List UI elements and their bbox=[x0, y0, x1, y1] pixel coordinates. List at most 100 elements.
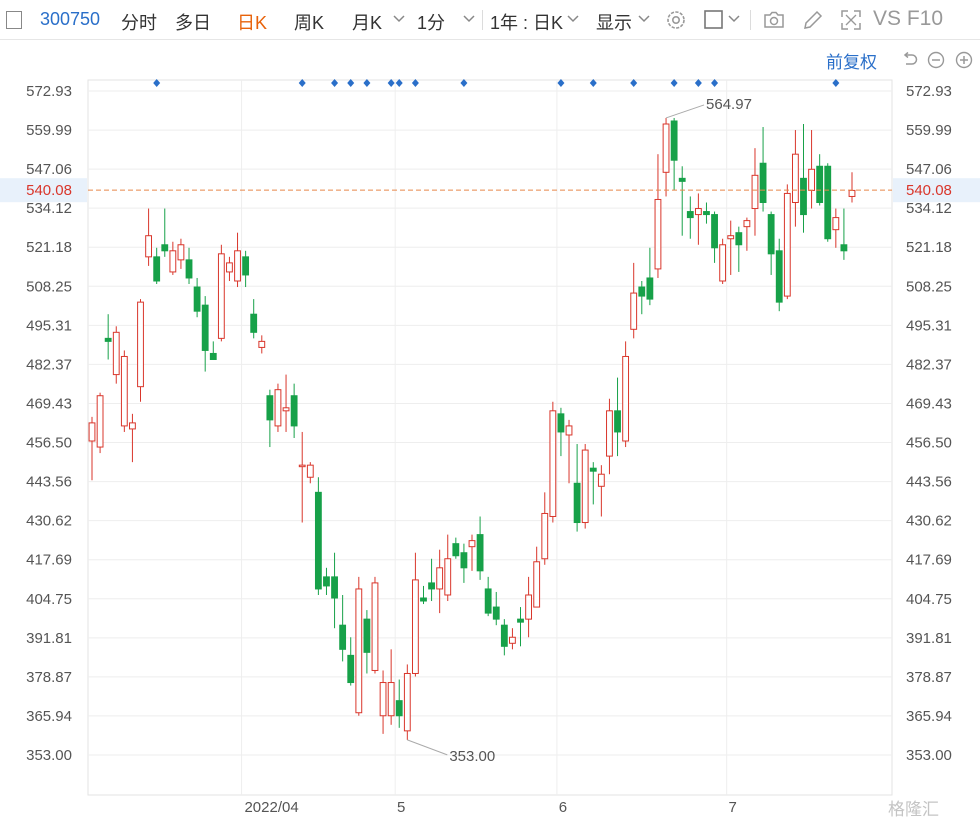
toolbar-divider bbox=[750, 10, 751, 30]
candle-body bbox=[169, 250, 177, 273]
candle-body bbox=[509, 636, 516, 644]
candle-body bbox=[500, 624, 508, 647]
candle-body bbox=[743, 220, 751, 228]
min-annotation-leader bbox=[407, 739, 448, 756]
y-tick-label-right: 353.00 bbox=[906, 747, 952, 764]
y-tick-label-right: 417.69 bbox=[906, 552, 952, 569]
candle-body bbox=[323, 576, 330, 587]
event-marker-icon bbox=[557, 79, 565, 87]
x-tick-label: 2022/04 bbox=[244, 799, 298, 816]
toolbar-divider bbox=[482, 10, 483, 30]
chevron-down-icon[interactable] bbox=[462, 12, 476, 26]
range-selector[interactable]: 1年 : 日K bbox=[490, 13, 564, 33]
tab-weekly-k[interactable]: 周K bbox=[294, 13, 325, 33]
y-tick-label-right: 547.06 bbox=[906, 161, 952, 178]
candle-body bbox=[460, 552, 468, 569]
candlestick-chart[interactable]: 572.93 572.93 559.99 559.99 547.06 547.06 534.… bbox=[0, 40, 980, 825]
candle-body bbox=[703, 211, 710, 216]
candle-body bbox=[565, 425, 573, 436]
y-tick-label-left: 456.50 bbox=[26, 435, 72, 452]
event-marker-icon bbox=[395, 79, 403, 87]
candle-body bbox=[832, 217, 840, 231]
pen-icon[interactable] bbox=[801, 8, 825, 32]
y-tick-label-right: 482.37 bbox=[906, 356, 952, 373]
settings-gear-icon[interactable] bbox=[664, 8, 688, 32]
chevron-down-icon[interactable] bbox=[637, 12, 651, 26]
chart-toolbar: 300750 分时 多日 日K 周K 月K 1分 1年 : 日K 显示 VS F… bbox=[0, 0, 980, 40]
candle-body bbox=[420, 597, 427, 602]
candle-body bbox=[541, 512, 549, 560]
y-tick-label-left: 365.94 bbox=[26, 708, 72, 725]
candle-body bbox=[630, 292, 638, 330]
current-price-label-left: 540.08 bbox=[26, 182, 72, 199]
candle-body bbox=[533, 561, 541, 608]
candle-body bbox=[331, 576, 338, 599]
y-tick-label-left: 353.00 bbox=[26, 747, 72, 764]
y-tick-label-right: 559.99 bbox=[906, 122, 952, 139]
tab-monthly-k[interactable]: 月K bbox=[352, 13, 383, 33]
candle-body bbox=[290, 395, 298, 427]
adjust-mode[interactable]: 前复权 bbox=[826, 53, 877, 72]
tab-multi-day[interactable]: 多日 bbox=[175, 13, 211, 33]
candle-body bbox=[581, 449, 589, 524]
fullscreen-icon[interactable] bbox=[839, 8, 863, 32]
watermark: 格隆汇 bbox=[888, 800, 939, 819]
chevron-down-icon[interactable] bbox=[566, 12, 580, 26]
stock-code[interactable]: 300750 bbox=[40, 9, 101, 29]
candle-body bbox=[177, 244, 185, 261]
candle-body bbox=[484, 588, 492, 614]
tab-minute[interactable]: 1分 bbox=[417, 13, 446, 33]
tab-daily-k[interactable]: 日K bbox=[237, 13, 268, 33]
undo-icon[interactable] bbox=[901, 51, 919, 69]
candle-body bbox=[824, 165, 832, 240]
tab-intraday[interactable]: 分时 bbox=[121, 13, 157, 33]
display-menu[interactable]: 显示 bbox=[596, 13, 632, 33]
zoom-in-icon[interactable] bbox=[955, 51, 973, 69]
y-tick-label-right: 508.25 bbox=[906, 278, 952, 295]
y-tick-label-left: 443.56 bbox=[26, 474, 72, 491]
x-tick-label: 5 bbox=[397, 799, 405, 816]
chevron-down-icon[interactable] bbox=[392, 12, 406, 26]
y-tick-label-left: 469.43 bbox=[26, 395, 72, 412]
y-tick-label-right: 378.87 bbox=[906, 669, 952, 686]
y-tick-label-right: 365.94 bbox=[906, 708, 952, 725]
candle-body bbox=[452, 543, 460, 557]
panel-toggle-icon[interactable] bbox=[6, 11, 22, 29]
candle-body bbox=[153, 256, 161, 282]
candle-body bbox=[363, 618, 371, 653]
event-marker-icon bbox=[832, 79, 840, 87]
candle-body bbox=[371, 582, 379, 671]
max-annotation-leader bbox=[665, 104, 705, 119]
camera-icon[interactable] bbox=[762, 8, 786, 32]
candle-body bbox=[242, 256, 250, 276]
event-marker-icon bbox=[630, 79, 638, 87]
current-price-label-right: 540.08 bbox=[906, 182, 952, 199]
candle-body bbox=[250, 313, 258, 333]
candle-body bbox=[137, 301, 144, 388]
candle-body bbox=[719, 244, 727, 282]
candle-body bbox=[314, 491, 322, 590]
candle-body bbox=[258, 340, 266, 348]
candle-body bbox=[492, 606, 500, 620]
candle-body bbox=[201, 304, 209, 351]
candle-body bbox=[379, 682, 387, 717]
y-tick-label-right: 495.31 bbox=[906, 317, 952, 334]
candle-body bbox=[161, 244, 169, 252]
candle-body bbox=[646, 277, 654, 300]
candle-body bbox=[88, 422, 96, 442]
candle-body bbox=[129, 422, 136, 430]
event-marker-icon bbox=[670, 79, 678, 87]
candle-body bbox=[298, 464, 306, 468]
y-tick-label-left: 430.62 bbox=[26, 513, 72, 530]
x-tick-label: 6 bbox=[559, 799, 567, 816]
event-marker-icon bbox=[589, 79, 597, 87]
event-marker-icon bbox=[694, 79, 702, 87]
chevron-down-icon[interactable] bbox=[727, 12, 741, 26]
candle-body bbox=[800, 177, 807, 216]
zoom-out-icon[interactable] bbox=[927, 51, 945, 69]
candle-body bbox=[686, 211, 694, 219]
vs-f10-link[interactable]: VS F10 bbox=[873, 7, 944, 30]
square-icon[interactable] bbox=[702, 8, 726, 32]
candle-body bbox=[614, 410, 621, 433]
candle-body bbox=[654, 198, 662, 270]
